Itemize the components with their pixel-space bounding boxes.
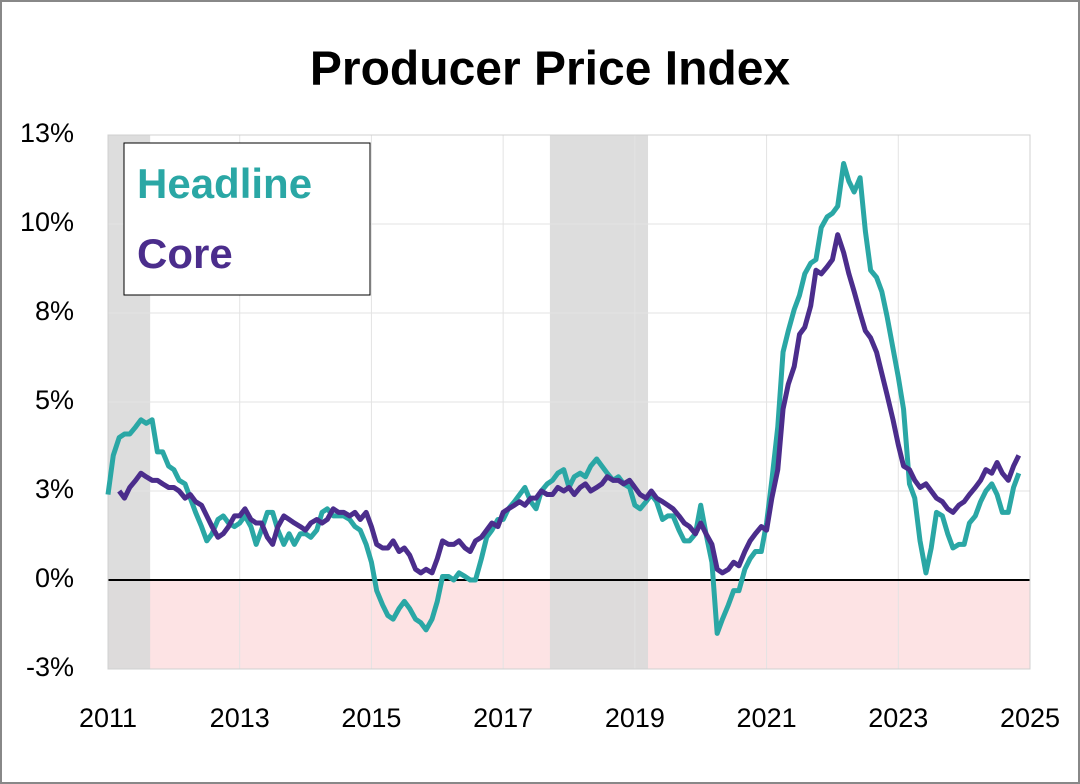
- x-tick-label: 2013: [210, 703, 270, 733]
- y-tick-label: -3%: [26, 652, 74, 682]
- x-tick-label: 2019: [605, 703, 665, 733]
- legend-box: [123, 142, 371, 296]
- x-tick-label: 2015: [341, 703, 401, 733]
- y-tick-label: 0%: [35, 563, 74, 593]
- chart-title: Producer Price Index: [310, 43, 790, 96]
- legend-entry: Headline: [137, 160, 312, 207]
- x-tick-label: 2025: [1000, 703, 1060, 733]
- y-tick-label: 8%: [35, 296, 74, 326]
- y-tick-label: 3%: [35, 474, 74, 504]
- line-series: [117, 232, 1022, 576]
- x-tick-label: 2021: [737, 703, 797, 733]
- y-tick-label: 10%: [20, 207, 74, 237]
- x-tick-label: 2011: [79, 703, 137, 733]
- x-tick-label: 2023: [868, 703, 928, 733]
- plot-border: [107, 134, 1031, 670]
- line-series: [105, 160, 1022, 636]
- x-tick-label: 2017: [473, 703, 533, 733]
- y-tick-label: 13%: [20, 118, 74, 148]
- y-tick-label: 5%: [35, 385, 74, 415]
- legend-entry: Core: [137, 230, 233, 277]
